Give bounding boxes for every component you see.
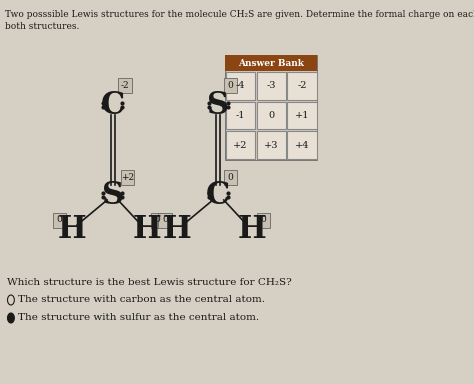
FancyBboxPatch shape: [224, 169, 237, 184]
Text: -1: -1: [236, 111, 245, 120]
FancyBboxPatch shape: [287, 102, 317, 129]
Text: C: C: [100, 89, 125, 121]
Text: 0: 0: [268, 111, 274, 120]
Text: Two posssible Lewis structures for the molecule CH₂S are given. Determine the fo: Two posssible Lewis structures for the m…: [6, 10, 474, 19]
Text: 0: 0: [228, 81, 234, 89]
Text: -2: -2: [297, 81, 307, 90]
FancyBboxPatch shape: [121, 169, 135, 184]
FancyBboxPatch shape: [287, 131, 317, 159]
Text: 0: 0: [261, 215, 266, 225]
FancyBboxPatch shape: [53, 212, 66, 227]
FancyBboxPatch shape: [256, 212, 270, 227]
FancyBboxPatch shape: [256, 102, 286, 129]
FancyBboxPatch shape: [224, 78, 237, 93]
Text: The structure with sulfur as the central atom.: The structure with sulfur as the central…: [18, 313, 259, 323]
FancyBboxPatch shape: [256, 131, 286, 159]
FancyBboxPatch shape: [226, 102, 255, 129]
Text: 0: 0: [155, 215, 161, 225]
FancyBboxPatch shape: [225, 55, 317, 160]
Text: 0: 0: [56, 215, 62, 225]
Text: +4: +4: [295, 141, 309, 150]
Text: H: H: [238, 215, 267, 245]
Text: -3: -3: [266, 81, 276, 90]
Text: H: H: [163, 215, 192, 245]
Text: +2: +2: [233, 141, 248, 150]
Text: S: S: [101, 179, 124, 210]
Text: both structures.: both structures.: [6, 22, 80, 31]
Text: Answer Bank: Answer Bank: [238, 58, 304, 68]
Text: +3: +3: [264, 141, 278, 150]
Text: H: H: [57, 215, 86, 245]
Circle shape: [8, 313, 14, 323]
FancyBboxPatch shape: [287, 72, 317, 100]
FancyBboxPatch shape: [225, 55, 317, 71]
FancyBboxPatch shape: [151, 212, 164, 227]
Text: +2: +2: [121, 172, 134, 182]
Text: S: S: [207, 89, 229, 121]
Text: 0: 0: [162, 215, 168, 225]
Text: C: C: [206, 179, 230, 210]
Text: +1: +1: [295, 111, 309, 120]
Text: -4: -4: [236, 81, 245, 90]
Text: Which structure is the best Lewis structure for CH₂S?: Which structure is the best Lewis struct…: [7, 278, 292, 287]
FancyBboxPatch shape: [226, 72, 255, 100]
Text: -2: -2: [120, 81, 129, 89]
Text: The structure with carbon as the central atom.: The structure with carbon as the central…: [18, 296, 265, 305]
FancyBboxPatch shape: [256, 72, 286, 100]
FancyBboxPatch shape: [158, 212, 172, 227]
FancyBboxPatch shape: [118, 78, 132, 93]
FancyBboxPatch shape: [226, 131, 255, 159]
Text: 0: 0: [228, 172, 234, 182]
Text: H: H: [132, 215, 161, 245]
